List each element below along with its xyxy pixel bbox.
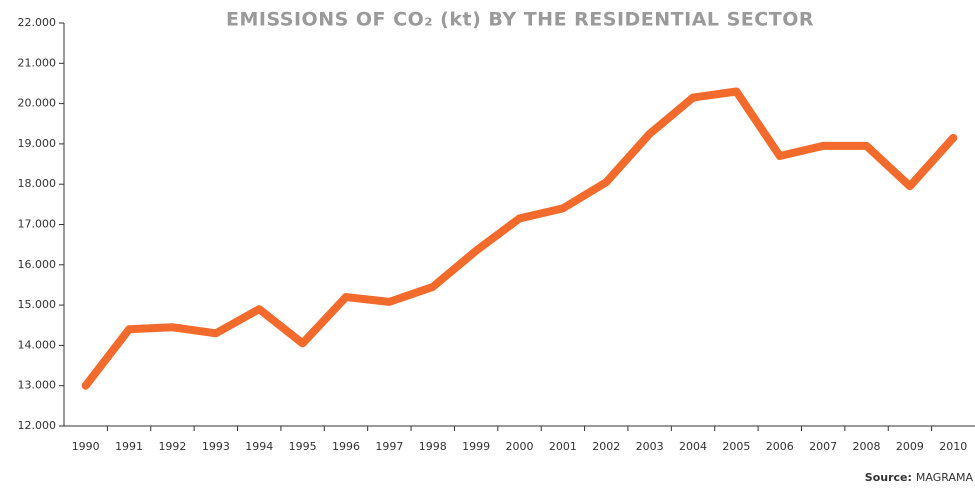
y-tick-label: 19.000 [18, 137, 57, 150]
x-tick-label: 2007 [809, 440, 837, 453]
x-tick-label: 1995 [289, 440, 317, 453]
x-tick-label: 1997 [375, 440, 403, 453]
x-tick-label: 2008 [853, 440, 881, 453]
y-tick-label: 16.000 [18, 258, 57, 271]
y-tick-label: 18.000 [18, 177, 57, 190]
x-tick-label: 2010 [939, 440, 967, 453]
source-label: Source: [865, 471, 912, 484]
x-tick-label: 2004 [679, 440, 707, 453]
y-tick-label: 17.000 [18, 218, 57, 231]
x-tick-label: 1999 [462, 440, 490, 453]
y-tick-label: 12.000 [18, 419, 57, 432]
x-tick-label: 2002 [592, 440, 620, 453]
y-tick-label: 14.000 [18, 338, 57, 351]
x-tick-label: 2005 [722, 440, 750, 453]
y-tick-label: 13.000 [18, 379, 57, 392]
x-tick-label: 1992 [158, 440, 186, 453]
y-tick-label: 15.000 [18, 298, 57, 311]
y-tick-label: 22.000 [18, 16, 57, 29]
x-tick-label: 1990 [72, 440, 100, 453]
line-series [81, 87, 958, 390]
x-tick-label: 1991 [115, 440, 143, 453]
x-tick-label: 2000 [506, 440, 534, 453]
x-tick-label: 1994 [245, 440, 273, 453]
chart-title: EMISSIONS OF CO₂ (kt) BY THE RESIDENTIAL… [226, 9, 814, 31]
x-tick-label: 2009 [896, 440, 924, 453]
x-tick-label: 1998 [419, 440, 447, 453]
source: Source: MAGRAMA [865, 471, 974, 484]
y-tick-label: 20.000 [18, 97, 57, 110]
x-tick-label: 2001 [549, 440, 577, 453]
x-tick-label: 1993 [202, 440, 230, 453]
x-tick-label: 1996 [332, 440, 360, 453]
x-tick-label: 2003 [636, 440, 664, 453]
source-text: MAGRAMA [916, 471, 974, 484]
x-tick-label: 2006 [766, 440, 794, 453]
y-tick-label: 21.000 [18, 56, 57, 69]
